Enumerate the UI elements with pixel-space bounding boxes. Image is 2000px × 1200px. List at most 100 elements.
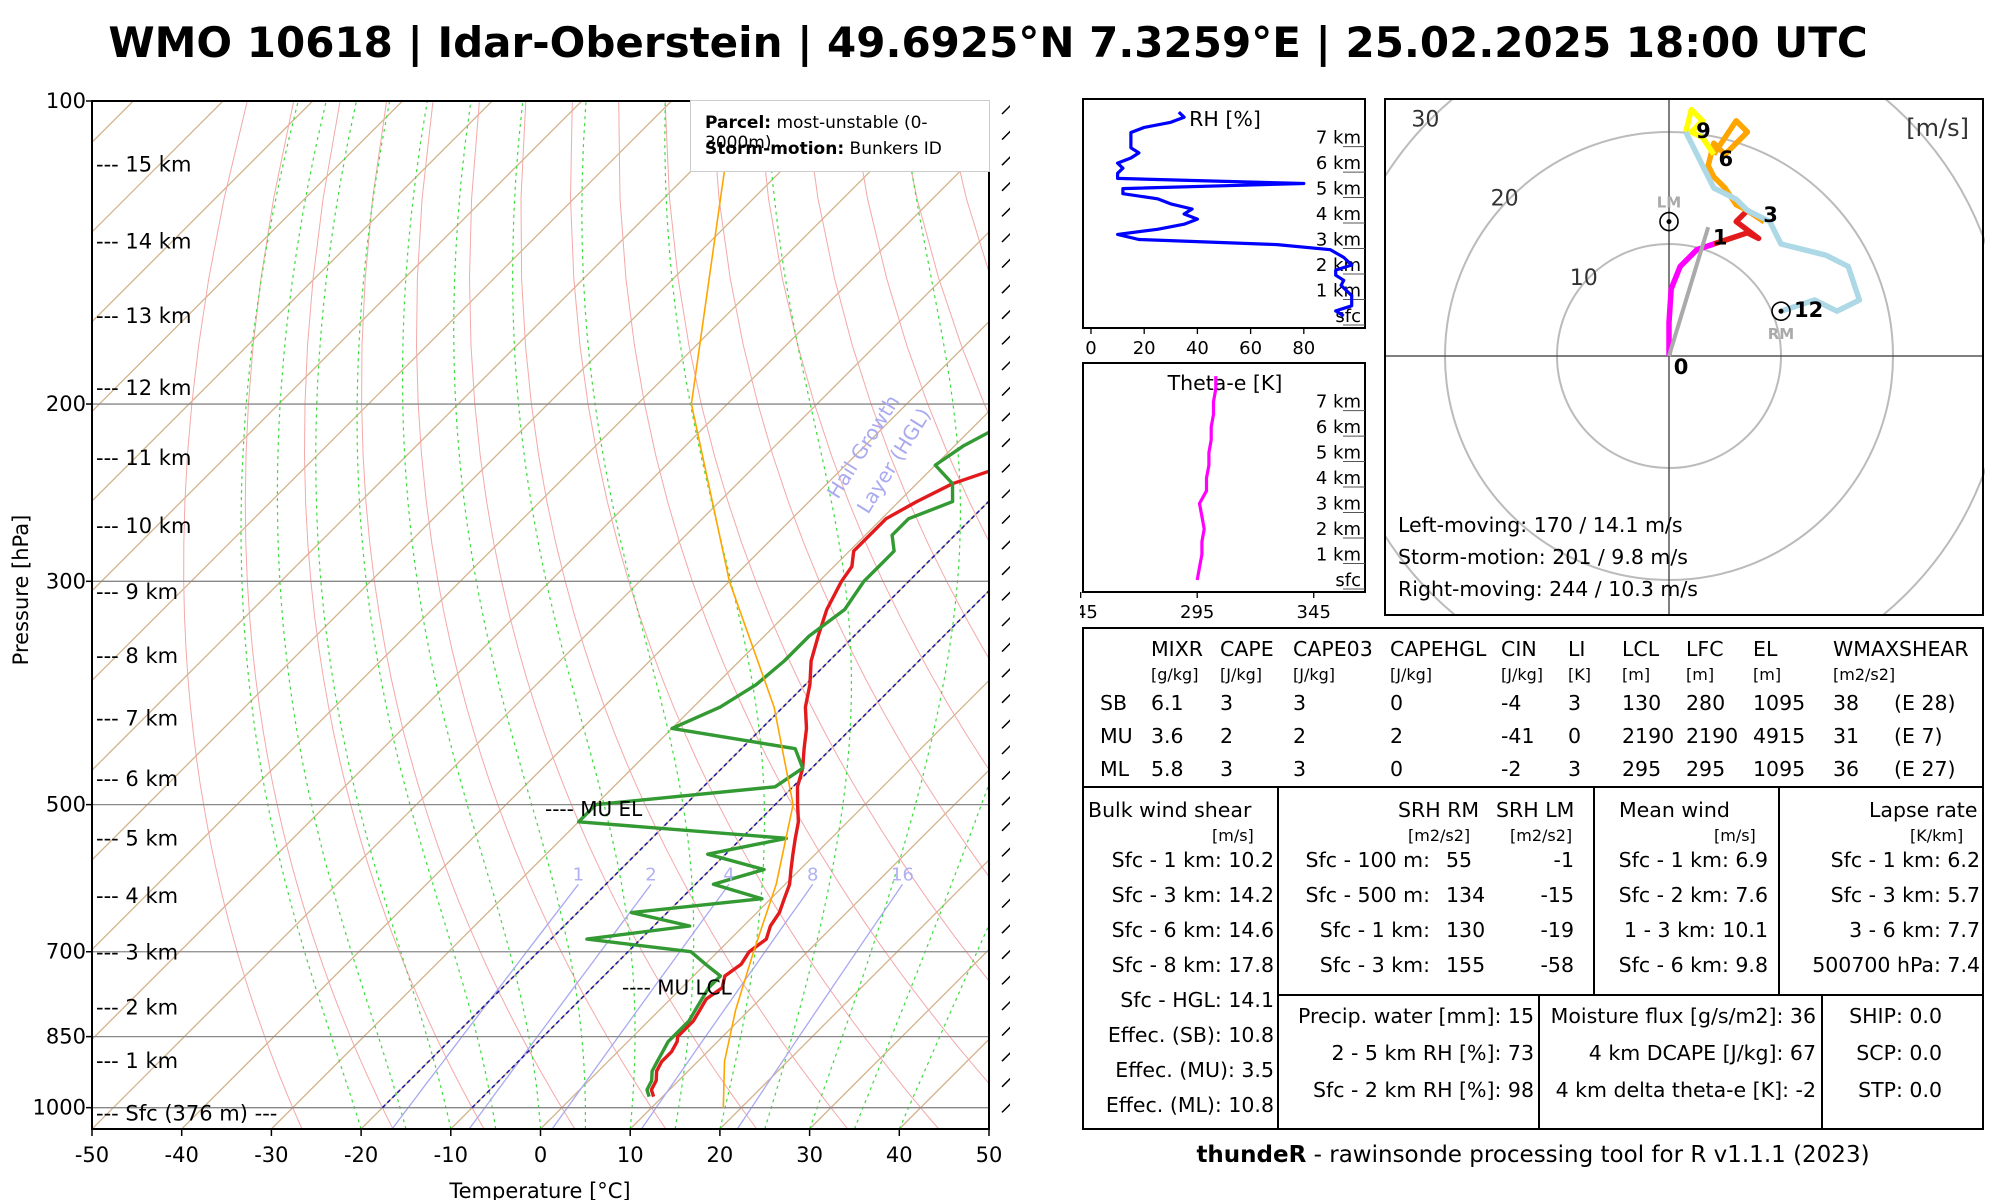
parcel-table-cell: (E 7) (1894, 724, 1943, 748)
flux-row: Moisture flux [g/s/m2]: 36 (1550, 1004, 1816, 1028)
chart-title: WMO 10618 | Idar-Oberstein | 49.6925°N 7… (108, 18, 1868, 67)
barb-staff (1001, 232, 1010, 243)
parcel-table-cell: (E 27) (1894, 757, 1956, 781)
dry-adiabat (244, 101, 394, 1129)
moist-row: Precip. water [mm]: 15 (1298, 1004, 1534, 1028)
moist-adiabat (664, 101, 766, 1129)
mu-lcl-label: ---- MU LCL (622, 976, 733, 1000)
hgl-boundary-line (471, 589, 989, 1109)
bulk-row: Effec. (SB): 10.8 (1107, 1023, 1274, 1047)
storm-motion-value: Bunkers ID (849, 139, 942, 159)
pressure-tick-label: 200 (46, 392, 86, 416)
lapse-rate-title: Lapse rate (1869, 798, 1978, 822)
dry-adiabat (664, 101, 989, 982)
temperature-tick-label: 30 (796, 1143, 823, 1167)
dry-adiabat (415, 101, 667, 1129)
srh-lm-title: SRH LM (1496, 798, 1575, 822)
temperature-tick-label: -30 (254, 1143, 288, 1167)
height-label: --- 9 km (96, 580, 178, 604)
barb-staff (1001, 821, 1010, 832)
wind-barb (1001, 1026, 1010, 1037)
parcel-table-cell: 2190 (1622, 724, 1675, 748)
parcel-table-cell: 3 (1293, 757, 1307, 781)
storm-motion-label: Storm-motion: (705, 139, 845, 159)
parcel-table-cell: 280 (1686, 691, 1726, 715)
hodograph: Left-moving: 170 / 14.1 m/s Storm-motion… (1384, 98, 1985, 616)
rh-profile: RH [%] 7 km 6 km 5 km 4 km 3 km 2 km 1 km sfc 0 20… (1082, 98, 1366, 359)
wind-barb (1001, 898, 1010, 909)
flux-row: 4 km delta theta-e [K]: -2 (1555, 1078, 1816, 1102)
wind-barb (1001, 207, 1010, 217)
x-tick-label: 60 (1239, 338, 1262, 359)
parcel-table-cell: 3 (1220, 757, 1234, 781)
parcel-table-unit: [m2/s2] (1833, 665, 1896, 684)
isotherm (92, 101, 672, 682)
srh-cell: 134 (1446, 883, 1486, 907)
isotherm (540, 679, 989, 1129)
parcel-table-cell: (E 28) (1894, 691, 1956, 715)
srh-cell: Sfc - 3 km: (1319, 953, 1430, 977)
parcel-table-cell: 2 (1293, 724, 1307, 748)
ring-label: 30 (1411, 107, 1439, 132)
temperature-tick-label: 20 (707, 1143, 734, 1167)
parcel-curve (690, 101, 794, 1108)
x-axis-label: Temperature [°C] (448, 1179, 630, 1200)
bulk-row: Sfc - 1 km: 10.2 (1111, 848, 1274, 872)
wind-barb (1001, 540, 1010, 550)
srh-lm-unit: [m2/s2] (1510, 826, 1573, 845)
parcel-table: MIXR [g/kg] CAPE [J/kg] CAPE03 [J/kg] CAPEHGL [… (1082, 627, 1984, 787)
parcel-table-cell: -4 (1501, 691, 1522, 715)
height-marker: 12 (1794, 298, 1823, 322)
dry-adiabat (850, 101, 989, 543)
storm-motion-marker (1666, 219, 1672, 225)
srh-cell: 130 (1446, 918, 1486, 942)
parcel-table-cell: 3 (1568, 757, 1582, 781)
height-label: 7 km (1316, 128, 1361, 149)
height-label: 3 km (1316, 494, 1361, 515)
barb-staff (1001, 258, 1010, 269)
srh-cell: 55 (1446, 848, 1473, 872)
barb-staff (1001, 1026, 1010, 1037)
srh-cell: Sfc - 1 km: (1319, 918, 1430, 942)
parcel-table-header: MIXR (1151, 637, 1204, 661)
hodograph-segment (1705, 118, 1766, 224)
parcel-table-cell: 3 (1220, 691, 1234, 715)
height-label: --- 15 km (96, 152, 191, 176)
barb-staff (1001, 540, 1010, 550)
barb-staff (1001, 437, 1010, 448)
barb-staff (1001, 1052, 1010, 1062)
moist-adiabat (356, 101, 497, 1129)
parcel-table-header: CAPE03 (1293, 637, 1373, 661)
dewpoint-line (576, 430, 989, 1098)
barb-staff (1001, 463, 1010, 473)
mean-wind-title: Mean wind (1619, 798, 1730, 822)
wind-barb (1001, 181, 1010, 192)
mixing-ratio-line (551, 883, 730, 1129)
parcel-table-unit: [J/kg] (1501, 665, 1544, 684)
parcel-table-cell: 1095 (1753, 691, 1806, 715)
height-label: --- 3 km (96, 940, 178, 964)
height-marker: 9 (1696, 119, 1711, 143)
parcel-table-header: WMAXSHEAR (1833, 637, 1969, 661)
flux-row: 4 km DCAPE [J/kg]: 67 (1588, 1041, 1816, 1065)
footer: thundeR - rawinsonde processing tool for… (1082, 1142, 1984, 1168)
storm-motion-marker (1659, 211, 1679, 232)
mixing-ratio-label: 4 (723, 864, 734, 885)
lr-row: Sfc - 1 km: 6.2 (1830, 848, 1980, 872)
parcel-row-name: MU (1100, 724, 1133, 748)
parcel-table-header: LCL (1622, 637, 1660, 661)
parcel-table-header: CAPEHGL (1390, 637, 1487, 661)
srh-cell: Sfc - 500 m: (1305, 883, 1430, 907)
srh-cell: Sfc - 100 m: (1305, 848, 1430, 872)
isotherm (181, 320, 989, 1129)
isotherm (92, 101, 583, 592)
parcel-table-cell: 295 (1686, 757, 1726, 781)
mw-row: Sfc - 2 km: 7.6 (1618, 883, 1768, 907)
wind-barb (1001, 770, 1010, 781)
height-label: 4 km (1316, 468, 1361, 489)
temperature-tick-label: 50 (976, 1143, 1003, 1167)
parcel-label: Parcel: (705, 113, 772, 133)
dry-adiabat (711, 101, 989, 878)
pressure-tick-label: 300 (46, 569, 86, 593)
